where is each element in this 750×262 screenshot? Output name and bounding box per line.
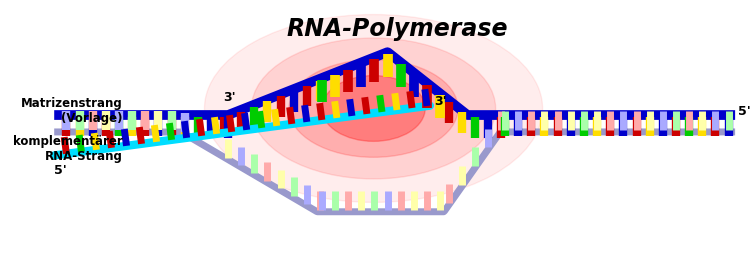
Ellipse shape: [205, 14, 542, 202]
Text: RNA-Polymerase: RNA-Polymerase: [286, 17, 508, 41]
Text: komplementärer
RNA-Strang: komplementärer RNA-Strang: [13, 135, 123, 163]
Text: Matrizenstrang
(Vorlage): Matrizenstrang (Vorlage): [21, 97, 123, 125]
Ellipse shape: [251, 38, 496, 179]
Ellipse shape: [289, 60, 458, 157]
Text: 5': 5': [55, 164, 68, 177]
Ellipse shape: [322, 76, 425, 141]
Text: 3': 3': [224, 91, 236, 104]
Text: 3': 3': [434, 95, 447, 108]
Text: 5': 5': [738, 105, 750, 118]
